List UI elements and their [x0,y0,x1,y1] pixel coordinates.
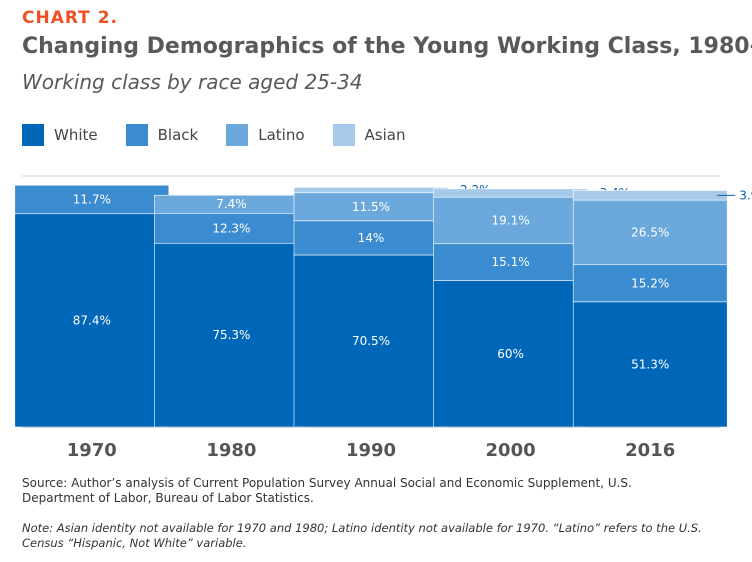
source-note: Source: Author’s analysis of Current Pop… [22,476,632,505]
legend-label: White [54,126,98,144]
data-label: 75.3% [212,328,250,342]
bar-segment-latino [293,192,449,222]
footnote: Note: Asian identity not available for 1… [22,521,702,550]
bar-segment-latino [572,199,728,266]
data-label: 26.5% [631,225,669,239]
x-tick-label: 1980 [206,440,256,461]
bar-segment-black [154,212,309,244]
plot-area: 87.4% 11.7% 1970 75.3% 12.3% 7.4% 1980 70.5% 14%… [14,175,752,461]
legend-item-black: Black [125,124,199,146]
data-label: 51.3% [631,357,669,371]
legend-item-asian: Asian [332,124,406,146]
legend-label: Latino [258,126,305,144]
bar-segment-asian [293,187,449,194]
legend-label: Black [157,126,199,144]
data-label: 70.5% [352,334,390,348]
chart-number: CHART 2. [22,8,118,28]
bar-segment-white [572,301,728,428]
data-label: 15.2% [631,276,669,290]
bar-segment-white [154,242,309,428]
bar-segment-asian [572,190,728,201]
bar-segment-asian [433,188,588,198]
bar-segment-white [433,280,588,428]
data-label: 11.5% [352,200,390,214]
bar-segment-black [14,184,170,215]
x-tick-label: 2016 [625,440,675,461]
legend-item-latino: Latino [226,124,305,146]
data-label: 19.1% [492,213,530,227]
x-tick-label: 2000 [486,440,536,461]
data-label: 14% [358,231,385,245]
bar-segment-white [14,213,170,428]
bar-segment-white [293,254,449,428]
legend: White Black Latino Asian [22,124,433,146]
legend-label: Asian [364,126,406,144]
chart-title: Changing Demographics of the Young Worki… [22,34,752,59]
legend-swatch [125,124,148,146]
bar-segment-black [293,220,449,256]
legend-swatch [332,124,355,146]
x-tick-label: 1970 [67,440,117,461]
legend-swatch [22,124,44,146]
data-label: 60% [497,347,524,361]
legend-item-white: White [22,124,98,146]
data-label: 12.3% [212,221,250,235]
data-label: 15.1% [492,255,530,269]
legend-swatch [226,124,249,146]
data-label: 3.9% [739,188,752,202]
data-label: 87.4% [73,313,111,327]
data-label: 7.4% [216,197,247,211]
chart-subtitle: Working class by race aged 25-34 [22,70,363,94]
data-label: 11.7% [73,192,111,206]
bar-segment-black [572,264,728,303]
x-tick-label: 1990 [346,440,396,461]
